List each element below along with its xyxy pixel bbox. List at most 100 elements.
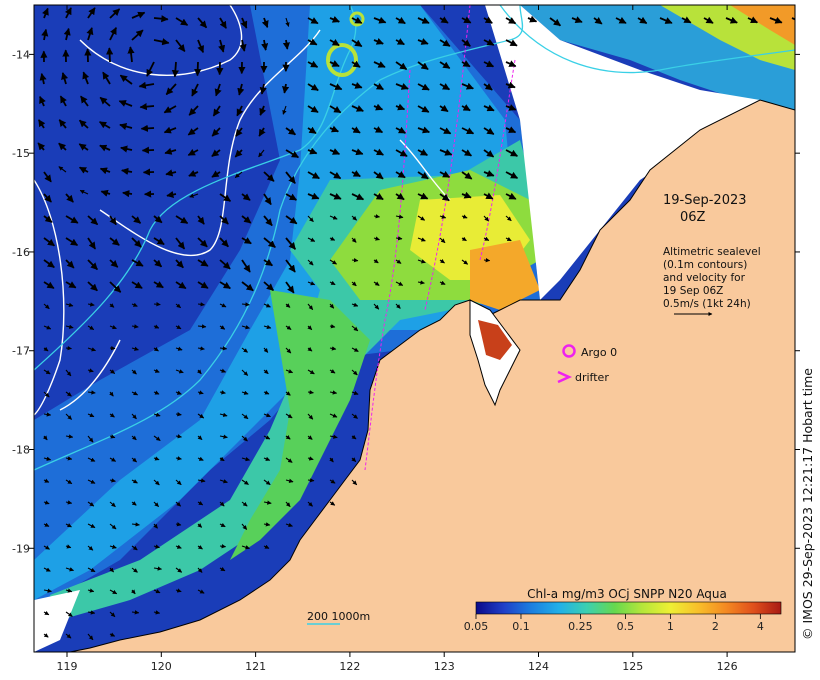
velocity-arrow [461, 39, 471, 47]
velocity-arrow [263, 281, 274, 292]
velocity-arrow [175, 369, 184, 374]
velocity-arrow [373, 83, 384, 91]
velocity-arrow [329, 125, 339, 133]
velocity-arrow [78, 166, 89, 174]
legend-line: Altimetric sealevel [663, 246, 761, 258]
velocity-arrow [109, 632, 116, 637]
y-tick-label: -14 [12, 48, 30, 61]
velocity-arrow [240, 17, 248, 29]
velocity-arrow [122, 190, 133, 198]
velocity-arrow [417, 38, 429, 45]
velocity-arrow [43, 545, 50, 550]
velocity-arrow [86, 27, 94, 41]
chl-zone-north-orange [730, 5, 795, 45]
velocity-arrow [197, 435, 203, 441]
velocity-arrow [285, 193, 298, 201]
velocity-arrow [131, 522, 140, 527]
velocity-arrow [175, 39, 186, 52]
velocity-arrow [329, 390, 338, 395]
velocity-arrow [99, 144, 111, 152]
velocity-arrow [417, 148, 428, 156]
velocity-arrow [483, 127, 495, 135]
velocity-arrow [59, 95, 67, 107]
velocity-arrow [197, 259, 209, 267]
velocity-arrow [285, 215, 298, 225]
velocity-arrow [109, 8, 121, 19]
velocity-arrow [131, 501, 137, 506]
velocity-arrow [197, 237, 208, 248]
velocity-arrow [194, 61, 202, 77]
velocity-arrow [439, 193, 450, 202]
velocity-arrow [87, 545, 94, 551]
velocity-arrow [65, 324, 74, 329]
velocity-arrow [153, 479, 160, 486]
velocity-arrow [43, 456, 52, 461]
velocity-arrow [263, 237, 276, 248]
velocity-arrow [637, 16, 648, 25]
velocity-arrow [131, 479, 138, 484]
velocity-arrow [153, 501, 159, 507]
velocity-arrow [65, 544, 72, 549]
velocity-arrow [439, 61, 451, 70]
velocity-arrow [307, 105, 319, 114]
velocity-arrow [307, 369, 315, 375]
colorbar-tick-label: 2 [712, 620, 719, 633]
velocity-arrow [439, 280, 446, 285]
velocity-arrow [439, 16, 449, 24]
velocity-arrow [307, 413, 314, 420]
velocity-arrow [417, 280, 425, 285]
colorbar-tick-label: 0.5 [617, 620, 635, 633]
velocity-arrow [188, 170, 199, 177]
velocity-arrow [307, 303, 314, 311]
legend-line: 0.5m/s (1kt 24h) [663, 298, 751, 310]
velocity-arrow [43, 193, 52, 203]
velocity-arrow [131, 237, 142, 248]
velocity-arrow [659, 17, 673, 24]
velocity-arrow [241, 369, 249, 376]
land-australia [69, 99, 795, 652]
velocity-arrow [241, 325, 250, 330]
velocity-arrow [241, 281, 254, 292]
velocity-arrow [42, 435, 48, 441]
velocity-arrow [109, 215, 117, 226]
velocity-arrow [109, 544, 117, 549]
velocity-arrow [131, 11, 146, 19]
velocity-arrow [351, 281, 357, 287]
velocity-arrow [307, 259, 314, 266]
velocity-arrow [43, 215, 53, 223]
velocity-arrow [241, 215, 252, 224]
velocity-arrow [109, 589, 118, 595]
velocity-arrow [241, 479, 249, 485]
velocity-arrow [461, 171, 473, 180]
velocity-arrow [239, 39, 247, 52]
velocity-arrow [131, 215, 142, 224]
velocity-arrow [197, 413, 205, 419]
velocity-arrow [131, 545, 138, 551]
velocity-arrow [212, 105, 221, 117]
drifter-marker [557, 370, 573, 384]
velocity-arrow [285, 17, 290, 27]
velocity-arrow [43, 281, 55, 289]
velocity-arrow [395, 259, 402, 264]
velocity-arrow [373, 214, 380, 219]
velocity-arrow [703, 16, 714, 24]
velocity-arrow [307, 501, 313, 507]
velocity-arrow [87, 633, 94, 641]
velocity-arrow [373, 171, 384, 180]
velocity-arrow [153, 412, 161, 417]
velocity-arrow [373, 258, 379, 264]
velocity-arrow [197, 500, 204, 506]
velocity-arrow [439, 39, 451, 47]
velocity-arrow [109, 434, 116, 439]
velocity-arrow [241, 523, 248, 530]
velocity-arrow [219, 193, 232, 202]
velocity-arrow [197, 567, 203, 573]
velocity-arrow [175, 259, 184, 269]
velocity-arrow [138, 81, 155, 89]
velocity-arrow [153, 237, 165, 246]
velocity-arrow [505, 60, 517, 68]
scale-label: 200 1000m [307, 610, 370, 623]
velocity-arrow [241, 435, 248, 442]
velocity-arrow [38, 119, 46, 129]
velocity-arrow [131, 281, 143, 289]
